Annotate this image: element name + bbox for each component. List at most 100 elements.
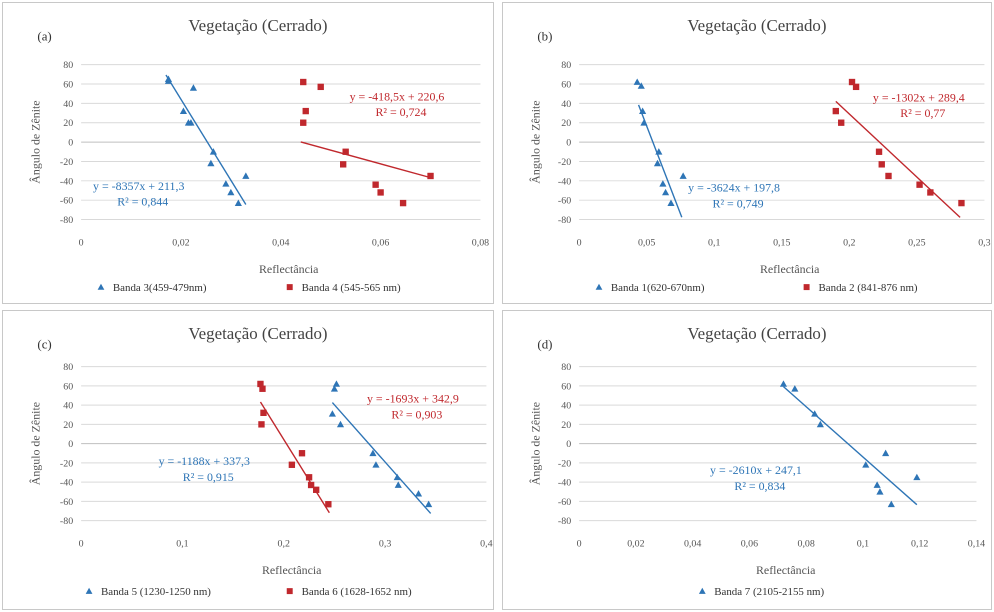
- data-point-square: [260, 409, 267, 416]
- data-point-triangle: [913, 473, 921, 481]
- chart-title: Vegetação (Cerrado): [188, 16, 327, 35]
- x-tick-label: 0,2: [278, 538, 290, 549]
- legend-marker-square: [803, 284, 810, 291]
- y-tick-label: 20: [63, 118, 73, 129]
- data-point-square: [848, 78, 856, 86]
- panel-letter: (c): [37, 337, 51, 352]
- legend-marker-triangle: [595, 283, 603, 290]
- trendline-equation: y = -1302x + 289,4: [873, 90, 965, 104]
- chart-b-svg: Vegetação (Cerrado) (b) -80 -60 -40 -20 0 20 40 6…: [528, 16, 990, 294]
- legend-label: Banda 5 (1230-1250 nm): [101, 586, 211, 598]
- data-point-square: [878, 161, 885, 168]
- x-tick-label: 0,04: [272, 237, 289, 248]
- data-point-triangle: [639, 107, 647, 114]
- chart-title: Vegetação (Cerrado): [687, 324, 826, 343]
- data-point-square: [313, 486, 320, 493]
- trendline-r2: R² = 0,915: [183, 470, 234, 484]
- data-point-square: [257, 380, 264, 388]
- y-tick-label: -20: [558, 458, 571, 469]
- trend-line: [783, 386, 918, 506]
- x-axis-label: Reflectância: [756, 563, 816, 577]
- x-tick-label: 0: [79, 237, 84, 248]
- chart-a-svg: Vegetação (Cerrado) (a) -80 -60 -40 -20 0 20 40 6…: [28, 16, 489, 294]
- data-point-triangle: [227, 188, 235, 196]
- data-point-triangle: [369, 449, 377, 457]
- legend-marker-square: [286, 588, 293, 595]
- y-tick-label: -80: [558, 516, 571, 527]
- data-point-triangle: [653, 159, 662, 167]
- legend-label: Banda 1(620-670nm): [611, 282, 705, 294]
- trend-line: [835, 100, 961, 218]
- data-point-triangle: [394, 481, 402, 488]
- trendline-r2: R² = 0,844: [117, 195, 168, 209]
- y-tick-label: -20: [558, 157, 571, 168]
- x-tick-label: 0,04: [684, 538, 701, 549]
- data-point-square: [300, 78, 307, 86]
- chart-d-svg: Vegetação (Cerrado) (d) -80 -60 -40 -20 0 20 40 6…: [528, 324, 985, 598]
- trendline-r2: R² = 0,749: [713, 197, 764, 211]
- data-point-triangle: [332, 380, 341, 387]
- chart-title: Vegetação (Cerrado): [687, 16, 826, 35]
- x-tick-label: 0,15: [773, 237, 790, 248]
- data-point-triangle: [662, 188, 670, 196]
- trendline-equation: y = -418,5x + 220,6: [350, 89, 445, 103]
- data-point-triangle: [414, 490, 423, 497]
- data-point-triangle: [330, 385, 338, 392]
- data-point-square: [399, 199, 407, 207]
- y-tick-label: 20: [63, 420, 73, 431]
- legend-label: Banda 4 (545-565 nm): [302, 282, 401, 294]
- y-tick-label: 80: [63, 60, 73, 71]
- data-point-square: [317, 83, 324, 91]
- data-point-triangle: [207, 159, 215, 167]
- data-point-triangle: [887, 500, 895, 508]
- y-tick-label: 0: [68, 138, 73, 149]
- y-tick-label: -60: [60, 497, 73, 508]
- x-axis-label: Reflectância: [262, 563, 322, 577]
- data-point-triangle: [189, 84, 198, 91]
- data-point-square: [325, 501, 332, 508]
- data-point-triangle: [640, 119, 648, 126]
- trend-line: [259, 401, 330, 514]
- y-axis-label: Ângulo de Zênite: [28, 100, 42, 183]
- legend-label: Banda 2 (841-876 nm): [819, 282, 918, 294]
- data-point-square: [927, 189, 934, 196]
- data-point-triangle: [164, 75, 173, 82]
- data-point-square: [258, 421, 265, 428]
- x-tick-label: 0,06: [372, 237, 389, 248]
- data-point-triangle: [882, 449, 890, 457]
- chart-panel-a: Vegetação (Cerrado) (a) -80 -60 -40 -20 0 20 40 6…: [2, 2, 494, 304]
- y-tick-label: 40: [63, 99, 73, 110]
- x-tick-label: 0: [577, 538, 582, 549]
- x-tick-label: 0: [577, 237, 582, 248]
- x-axis-label: Reflectância: [259, 262, 319, 276]
- chart-panel-b: Vegetação (Cerrado) (b) -80 -60 -40 -20 0 20 40 6…: [502, 2, 992, 304]
- y-tick-label: 60: [63, 79, 73, 90]
- trendline-equation: y = -1693x + 342,9: [367, 391, 459, 405]
- trendline-r2: R² = 0,834: [734, 479, 785, 493]
- legend-label: Banda 7 (2105-2155 nm): [714, 586, 824, 598]
- panel-letter: (a): [37, 29, 51, 44]
- y-tick-label: -40: [558, 478, 571, 489]
- y-tick-label: -20: [60, 458, 73, 469]
- data-point-square: [885, 172, 892, 180]
- data-point-square: [342, 148, 349, 155]
- data-point-triangle: [667, 199, 675, 206]
- data-point-square: [259, 385, 266, 392]
- y-axis-label: Ângulo de Zênite: [528, 100, 542, 183]
- data-point-triangle: [234, 199, 242, 206]
- y-axis-label: Ângulo de Zênite: [28, 402, 42, 485]
- y-tick-label: -80: [60, 516, 73, 527]
- y-tick-label: -80: [558, 215, 571, 226]
- chart-panel-c: Vegetação (Cerrado) (c) -80 -60 -40 -20 0 20 40 6…: [2, 310, 494, 610]
- data-point-triangle: [779, 380, 788, 387]
- data-point-square: [427, 172, 434, 180]
- y-axis-label: Ângulo de Zênite: [528, 402, 542, 485]
- trend-line: [165, 74, 247, 205]
- x-tick-label: 0,05: [638, 237, 655, 248]
- x-tick-label: 0,02: [627, 538, 644, 549]
- x-tick-label: 0,25: [908, 237, 925, 248]
- data-point-triangle: [425, 500, 433, 508]
- data-point-triangle: [184, 119, 193, 126]
- data-point-triangle: [179, 107, 188, 114]
- y-tick-label: 80: [561, 60, 571, 71]
